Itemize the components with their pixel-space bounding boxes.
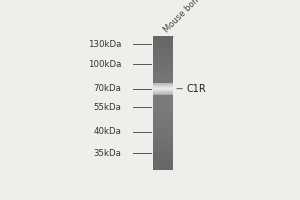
Text: 40kDa: 40kDa xyxy=(93,127,121,136)
Text: 55kDa: 55kDa xyxy=(93,103,121,112)
Text: 130kDa: 130kDa xyxy=(88,40,121,49)
Text: 100kDa: 100kDa xyxy=(88,60,121,69)
Text: C1R: C1R xyxy=(186,84,206,94)
Text: 70kDa: 70kDa xyxy=(93,84,121,93)
Text: Mouse bone marrow: Mouse bone marrow xyxy=(163,0,230,34)
Text: 35kDa: 35kDa xyxy=(93,149,121,158)
